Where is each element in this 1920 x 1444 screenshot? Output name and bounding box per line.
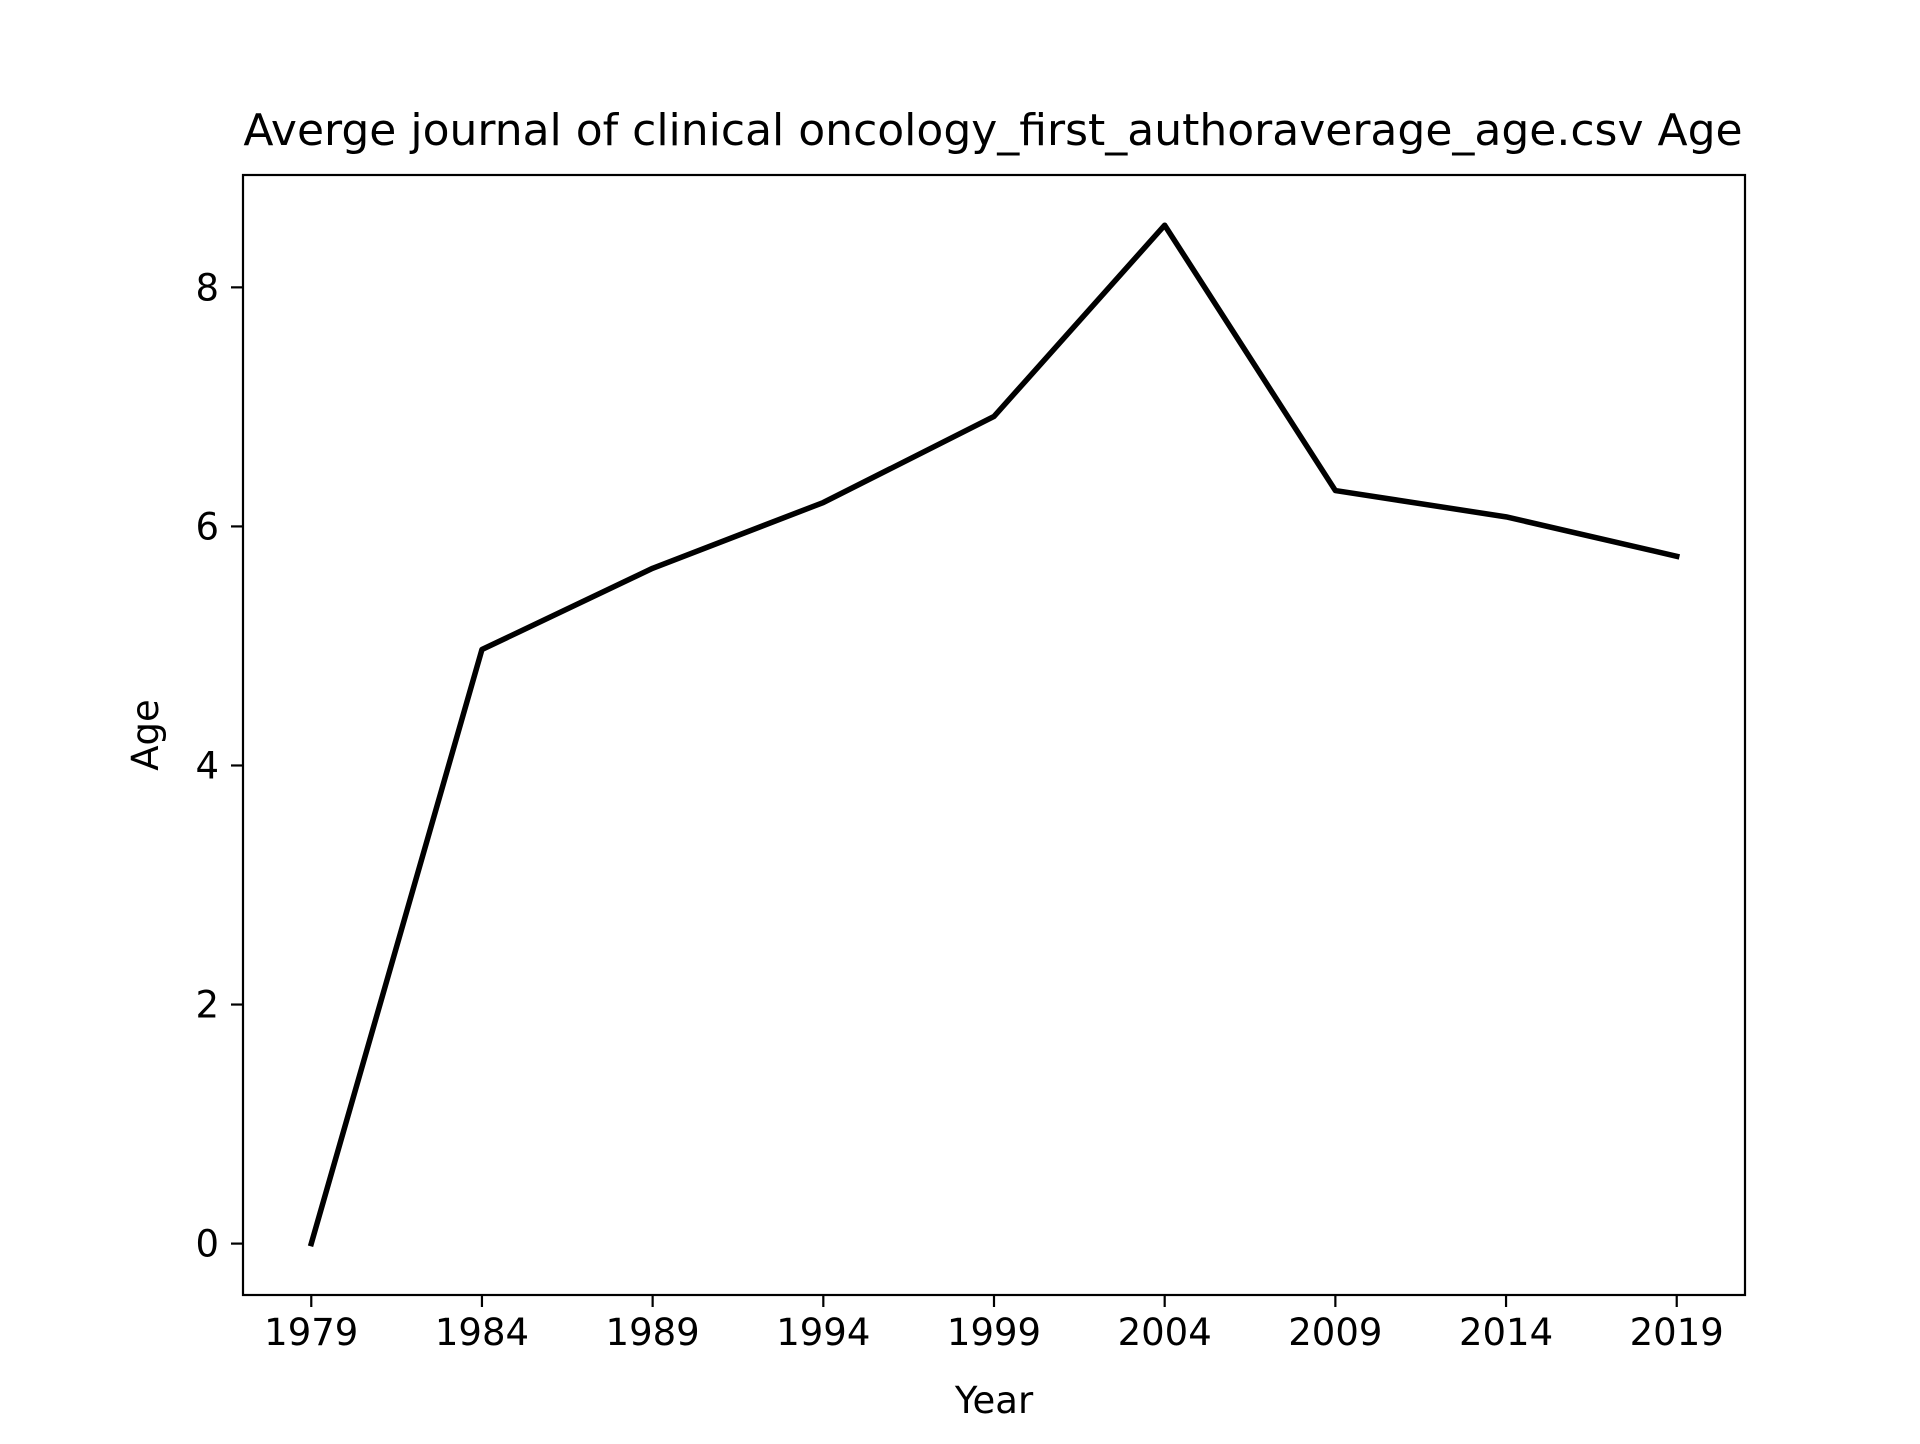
x-tick-label: 2009 xyxy=(1288,1311,1382,1354)
chart-title: Averge journal of clinical oncology_firs… xyxy=(243,105,1742,156)
y-axis-label: Age xyxy=(124,699,167,771)
y-tick-label: 8 xyxy=(195,266,219,309)
x-tick-label: 1979 xyxy=(264,1311,358,1354)
x-tick-label: 1994 xyxy=(776,1311,870,1354)
x-tick-label: 1984 xyxy=(435,1311,529,1354)
x-tick-label: 2004 xyxy=(1118,1311,1212,1354)
y-tick-label: 4 xyxy=(195,744,219,787)
y-tick-label: 0 xyxy=(195,1223,219,1266)
y-tick-label: 2 xyxy=(195,984,219,1027)
x-tick-label: 2014 xyxy=(1459,1311,1553,1354)
y-tick-label: 6 xyxy=(195,505,219,548)
x-axis-label: Year xyxy=(954,1379,1034,1422)
x-tick-label: 1999 xyxy=(947,1311,1041,1354)
x-tick-label: 1989 xyxy=(606,1311,700,1354)
x-tick-label: 2019 xyxy=(1630,1311,1724,1354)
